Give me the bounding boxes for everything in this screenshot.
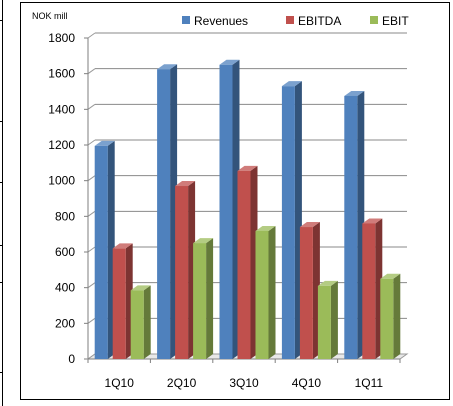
legend-item-ebitda: EBITDA — [286, 14, 341, 28]
gridline-side — [87, 210, 96, 217]
y-tick-label: 200 — [55, 316, 75, 330]
bars — [94, 59, 401, 360]
y-tick-label: 800 — [55, 209, 75, 223]
gridline-side — [87, 32, 96, 39]
bar-ebitda-4q10 — [299, 222, 320, 359]
gridline-side — [87, 68, 96, 75]
gridline-side — [87, 139, 96, 146]
legend-item-ebit: EBIT — [370, 14, 409, 28]
x-tick-label: 1Q10 — [105, 376, 135, 390]
y-tick-label: 1000 — [48, 174, 75, 188]
gridline-side — [87, 317, 96, 324]
y-tick-label: 1200 — [48, 138, 75, 152]
bar-revenues-2q10 — [157, 64, 178, 359]
tick-labels: 0 200 400 600 800 1000 1200 1400 1600 1800 1Q10 2Q1… — [48, 31, 383, 390]
bar-revenues-1q10 — [94, 140, 115, 359]
x-tick-label: 3Q10 — [229, 376, 259, 390]
x-tick-label: 2Q10 — [167, 376, 197, 390]
bar-revenues-4q10 — [281, 81, 302, 360]
bar-ebit-3q10 — [255, 225, 276, 359]
y-tick-label: 0 — [68, 352, 75, 366]
legend-label: EBIT — [382, 14, 409, 28]
legend-label: EBITDA — [298, 14, 341, 28]
bar-ebitda-2q10 — [175, 181, 196, 359]
legend-swatch — [370, 16, 378, 24]
y-tick-label: 400 — [55, 281, 75, 295]
y-tick-label: 1600 — [48, 67, 75, 81]
legend: Revenues EBITDA EBIT — [182, 14, 409, 28]
x-tick-label: 4Q10 — [292, 376, 322, 390]
gridline-side — [87, 282, 96, 289]
right-margin — [450, 0, 453, 406]
bar-ebitda-1q10 — [112, 243, 133, 359]
y-tick-label: 600 — [55, 245, 75, 259]
bar-revenues-1q11 — [344, 90, 365, 359]
bar-ebit-4q10 — [317, 280, 338, 359]
bar-ebit-2q10 — [193, 238, 214, 359]
gridline-side — [87, 103, 96, 110]
gridline-side — [87, 175, 96, 182]
legend-swatch — [182, 16, 190, 24]
gridline-side — [87, 246, 96, 253]
left-border-rule — [0, 0, 3, 406]
legend-label: Revenues — [194, 14, 248, 28]
legend-item-revenues: Revenues — [182, 14, 248, 28]
bar-ebit-1q11 — [380, 273, 401, 359]
y-tick-label: 1400 — [48, 102, 75, 116]
x-tick-label: 1Q11 — [355, 376, 384, 390]
bar-revenues-3q10 — [219, 59, 240, 359]
unit-label: NOK mill — [32, 11, 68, 21]
bar-ebitda-3q10 — [237, 165, 258, 359]
bar-ebitda-1q11 — [362, 218, 383, 359]
bar-ebit-1q10 — [130, 285, 151, 359]
legend-swatch — [286, 16, 294, 24]
y-tick-label: 1800 — [48, 31, 75, 45]
